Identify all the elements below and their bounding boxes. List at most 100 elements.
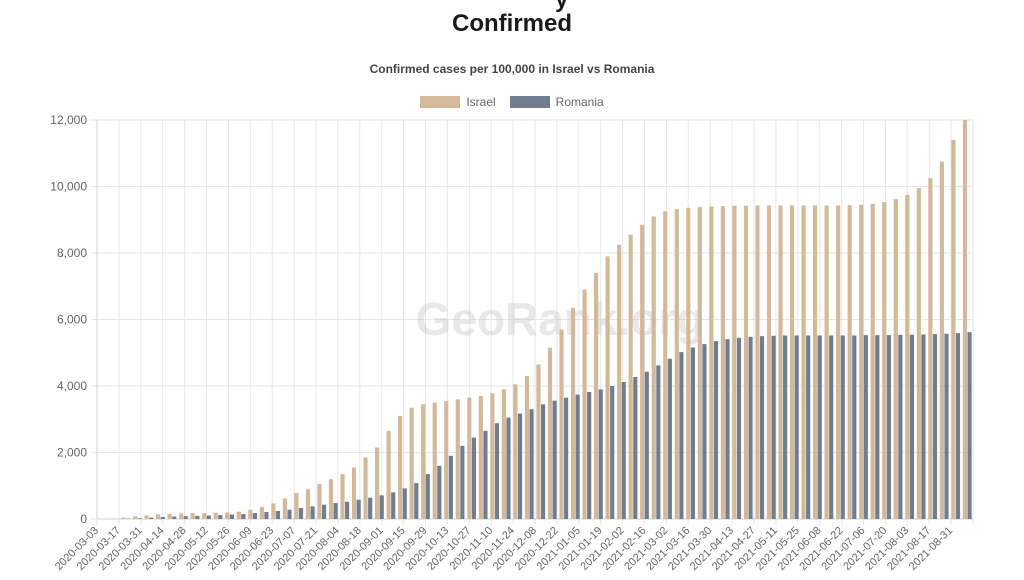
bar-romania: [875, 335, 880, 519]
legend-item-israel[interactable]: Israel: [420, 95, 496, 109]
bar-israel: [409, 407, 414, 519]
bar-israel: [513, 384, 518, 519]
bar-romania: [195, 515, 200, 519]
bar-israel: [594, 272, 599, 519]
bar-israel: [882, 202, 887, 519]
bar-israel: [202, 513, 207, 519]
bar-romania: [345, 501, 350, 519]
bar-romania: [679, 352, 684, 519]
bar-romania: [633, 377, 638, 519]
bar-romania: [898, 334, 903, 519]
bar-israel: [455, 399, 460, 519]
legend-swatch-israel: [420, 96, 461, 108]
bar-romania: [564, 397, 569, 519]
bar-romania: [275, 511, 281, 519]
y-tick-label: 2,000: [57, 446, 87, 460]
bar-romania: [379, 495, 384, 519]
bar-israel: [789, 205, 795, 519]
bar-romania: [264, 512, 269, 519]
bar-israel: [236, 511, 241, 519]
bar-romania: [817, 335, 822, 519]
bar-israel: [605, 256, 610, 519]
bar-israel: [167, 513, 172, 519]
bar-romania: [391, 492, 396, 519]
bar-romania: [310, 506, 315, 519]
bar-romania: [552, 400, 557, 519]
bar-romania: [448, 455, 453, 519]
bar-romania: [955, 333, 961, 519]
bar-romania: [702, 344, 707, 519]
bar-israel: [478, 395, 483, 519]
bar-israel: [824, 205, 829, 519]
bar-romania: [932, 334, 938, 519]
bar-romania: [321, 504, 327, 519]
bar-israel: [536, 364, 541, 519]
chart-legend: Israel Romania: [0, 95, 1024, 109]
bar-israel: [156, 514, 161, 519]
bar-romania: [713, 341, 719, 519]
bar-israel: [801, 205, 806, 519]
bar-israel: [363, 457, 368, 519]
bar-romania: [806, 335, 811, 519]
bar-romania: [172, 516, 177, 519]
bar-romania: [333, 503, 338, 519]
bar-romania: [356, 499, 361, 519]
bar-israel: [271, 503, 276, 519]
bar-israel: [179, 513, 184, 519]
bar-israel: [951, 139, 956, 519]
bar-israel: [813, 205, 818, 519]
legend-swatch-romania: [509, 96, 550, 108]
bar-israel: [444, 400, 449, 519]
bar-romania: [783, 335, 788, 519]
bar-israel: [294, 493, 299, 519]
bar-israel: [709, 206, 714, 519]
bar-romania: [656, 365, 661, 519]
bar-israel: [686, 207, 691, 519]
bar-israel: [144, 515, 149, 519]
y-tick-label: 4,000: [57, 379, 87, 393]
bar-israel: [386, 430, 391, 519]
bar-romania: [771, 335, 776, 519]
bar-israel: [905, 194, 910, 519]
bar-israel: [582, 289, 587, 519]
bar-israel: [351, 467, 357, 519]
bar-romania: [736, 337, 742, 519]
bar-romania: [794, 335, 799, 519]
bar-romania: [644, 371, 649, 519]
bar-israel: [674, 209, 679, 520]
bar-israel: [524, 376, 530, 519]
page-title: Confirmed: [452, 10, 572, 37]
bar-romania: [183, 516, 188, 519]
bar-israel: [743, 205, 749, 519]
legend-item-romania[interactable]: Romania: [509, 95, 604, 109]
bar-romania: [575, 394, 580, 519]
bar-israel: [836, 205, 841, 519]
bar-romania: [471, 437, 476, 519]
bar-israel: [421, 404, 426, 519]
bar-romania: [425, 474, 430, 519]
bar-romania: [748, 336, 753, 519]
bar-israel: [501, 389, 506, 519]
bar-israel: [617, 244, 622, 519]
bar-romania: [540, 404, 546, 519]
bar-romania: [368, 497, 373, 519]
bar-israel: [121, 517, 126, 519]
bar-romania: [160, 517, 165, 519]
bar-israel: [328, 479, 334, 519]
bar-romania: [218, 515, 223, 519]
bar-israel: [190, 513, 195, 519]
bar-israel: [651, 216, 656, 520]
bar-israel: [663, 211, 668, 519]
bar-israel: [570, 307, 576, 519]
bar-romania: [863, 335, 868, 519]
bar-israel: [259, 507, 264, 519]
bar-romania: [206, 515, 211, 519]
chart-subtitle: Confirmed cases per 100,000 in Israel vs…: [369, 62, 655, 76]
bar-romania: [829, 335, 834, 519]
bar-israel: [766, 205, 772, 519]
bar-romania: [402, 488, 407, 519]
bar-romania: [483, 430, 488, 519]
bar-romania: [921, 334, 926, 519]
bar-romania: [529, 409, 534, 519]
